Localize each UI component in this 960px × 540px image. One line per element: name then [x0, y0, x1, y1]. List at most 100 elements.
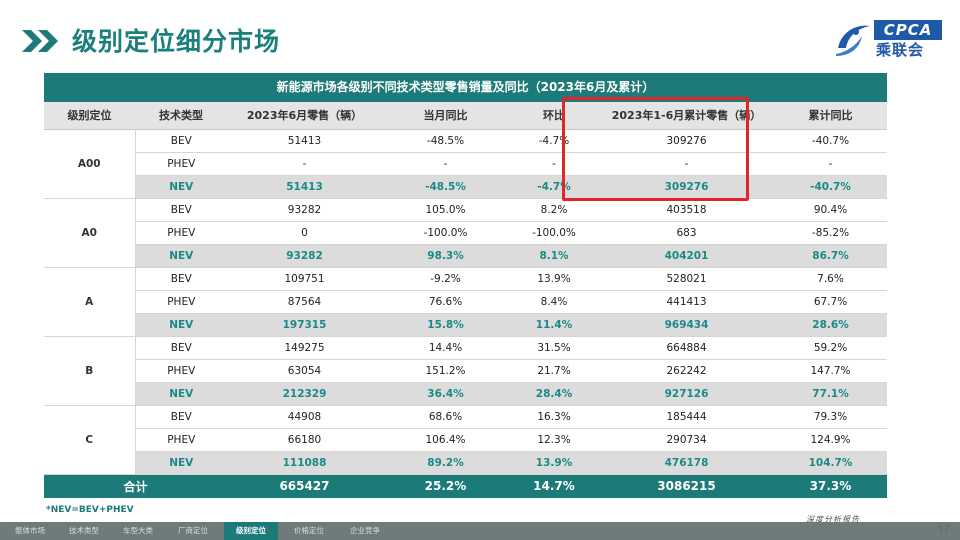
mom-cell: - [509, 152, 599, 176]
level-group-cell: B [44, 336, 136, 406]
cpca-swirl-icon [836, 25, 870, 56]
ytd-sales-cell: 528021 [599, 267, 774, 291]
column-header: 当月同比 [382, 102, 509, 130]
column-header: 累计同比 [774, 102, 887, 130]
table-row: A00 BEV 51413 -48.5% -4.7% 309276 -40.7% [44, 129, 887, 199]
column-header: 技术类型 [135, 102, 227, 130]
highlight-box [562, 97, 749, 201]
june-sales-cell: 44908 [227, 405, 382, 429]
nav-item[interactable]: 整体市场 [15, 526, 45, 535]
mom-cell: 8.2% [509, 198, 599, 222]
june-sales-cell: 0 [227, 221, 382, 245]
tech-type-cell: NEV [135, 313, 227, 337]
tech-type-cell: BEV [135, 129, 227, 153]
june-sales-cell: 63054 [227, 359, 382, 383]
mom-cell: 31.5% [509, 336, 599, 360]
logo-text-cn: 乘联会 [876, 41, 925, 59]
total-yoy: 25.2% [382, 474, 509, 498]
level-group-cell: A [44, 267, 136, 337]
ytd-sales-cell: 262242 [599, 359, 774, 383]
june-sales-cell: 197315 [227, 313, 382, 337]
june-sales-cell: 51413 [227, 175, 382, 199]
ytd-yoy-cell: 90.4% [774, 198, 887, 222]
june-sales-cell: 87564 [227, 290, 382, 314]
mom-cell: -100.0% [509, 221, 599, 245]
mom-cell: 13.9% [509, 267, 599, 291]
ytd-yoy-cell: 7.6% [774, 267, 887, 291]
ytd-sales-cell: 404201 [599, 244, 774, 268]
june-sales-cell: 111088 [227, 451, 382, 475]
tech-type-cell: PHEV [135, 428, 227, 452]
yoy-cell: 151.2% [382, 359, 509, 383]
yoy-cell: 14.4% [382, 336, 509, 360]
data-table-container: 新能源市场各级别不同技术类型零售销量及同比（2023年6月及累计） 级别定位 技… [44, 73, 887, 498]
mom-cell: 8.1% [509, 244, 599, 268]
nav-item[interactable]: 企业竞争 [350, 526, 380, 535]
tech-type-cell: BEV [135, 267, 227, 291]
table-row: NEV 93282 98.3% 8.1% 404201 86.7% [44, 244, 887, 268]
ytd-yoy-cell: 124.9% [774, 428, 887, 452]
total-label: 合计 [44, 474, 227, 498]
sales-table: 级别定位 技术类型 2023年6月零售（辆） 当月同比 环比 2023年1-6月… [44, 102, 887, 498]
total-june: 665427 [227, 474, 382, 498]
ytd-sales-cell: - [599, 152, 774, 176]
nav-item[interactable]: 价格定位 [294, 526, 324, 535]
june-sales-cell: 51413 [227, 129, 382, 153]
page-number: 17 [938, 525, 950, 535]
level-group-cell: C [44, 405, 136, 475]
june-sales-cell: 93282 [227, 198, 382, 222]
mom-cell: -4.7% [509, 129, 599, 153]
table-row: NEV 111088 89.2% 13.9% 476178 104.7% [44, 451, 887, 475]
nav-item[interactable]: 车型大类 [123, 526, 153, 535]
mom-cell: 28.4% [509, 382, 599, 406]
tech-type-cell: PHEV [135, 359, 227, 383]
ytd-yoy-cell: 67.7% [774, 290, 887, 314]
mom-cell: 16.3% [509, 405, 599, 429]
table-row: PHEV - - - - - [44, 152, 887, 176]
report-slogan: 深度分析报告 [806, 515, 860, 524]
logo-text: CPCA [874, 20, 942, 40]
yoy-cell: -48.5% [382, 129, 509, 153]
yoy-cell: - [382, 152, 509, 176]
yoy-cell: -48.5% [382, 175, 509, 199]
june-sales-cell: - [227, 152, 382, 176]
tech-type-cell: NEV [135, 175, 227, 199]
june-sales-cell: 66180 [227, 428, 382, 452]
ytd-yoy-cell: 104.7% [774, 451, 887, 475]
table-row: NEV 197315 15.8% 11.4% 969434 28.6% [44, 313, 887, 337]
tech-type-cell: BEV [135, 405, 227, 429]
yoy-cell: 89.2% [382, 451, 509, 475]
nav-item[interactable]: 厂商定位 [178, 526, 208, 535]
ytd-sales-cell: 403518 [599, 198, 774, 222]
nav-item[interactable]: 级别定位 [224, 522, 278, 540]
total-mom: 14.7% [509, 474, 599, 498]
nav-item[interactable]: 技术类型 [69, 526, 99, 535]
ytd-yoy-cell: 59.2% [774, 336, 887, 360]
tech-type-cell: PHEV [135, 152, 227, 176]
total-ytd-yoy: 37.3% [774, 474, 887, 498]
total-row: 合计 665427 25.2% 14.7% 3086215 37.3% [44, 474, 887, 498]
table-header-row: 级别定位 技术类型 2023年6月零售（辆） 当月同比 环比 2023年1-6月… [44, 102, 887, 130]
table-row: PHEV 87564 76.6% 8.4% 441413 67.7% [44, 290, 887, 314]
column-header: 级别定位 [44, 102, 135, 130]
tech-type-cell: PHEV [135, 221, 227, 245]
ytd-yoy-cell: - [774, 152, 887, 176]
tech-type-cell: BEV [135, 336, 227, 360]
ytd-sales-cell: 309276 [599, 175, 774, 199]
slide-header: 级别定位细分市场 CPCA 乘联会 [0, 0, 960, 64]
page-title: 级别定位细分市场 [72, 27, 281, 56]
ytd-sales-cell: 290734 [599, 428, 774, 452]
ytd-yoy-cell: 147.7% [774, 359, 887, 383]
ytd-sales-cell: 664884 [599, 336, 774, 360]
ytd-yoy-cell: -40.7% [774, 175, 887, 199]
yoy-cell: -100.0% [382, 221, 509, 245]
june-sales-cell: 212329 [227, 382, 382, 406]
ytd-sales-cell: 476178 [599, 451, 774, 475]
ytd-sales-cell: 969434 [599, 313, 774, 337]
yoy-cell: 15.8% [382, 313, 509, 337]
table-row: C BEV 44908 68.6% 16.3% 185444 79.3% [44, 405, 887, 475]
mom-cell: 21.7% [509, 359, 599, 383]
yoy-cell: 36.4% [382, 382, 509, 406]
table-row: PHEV 0 -100.0% -100.0% 683 -85.2% [44, 221, 887, 245]
yoy-cell: 106.4% [382, 428, 509, 452]
